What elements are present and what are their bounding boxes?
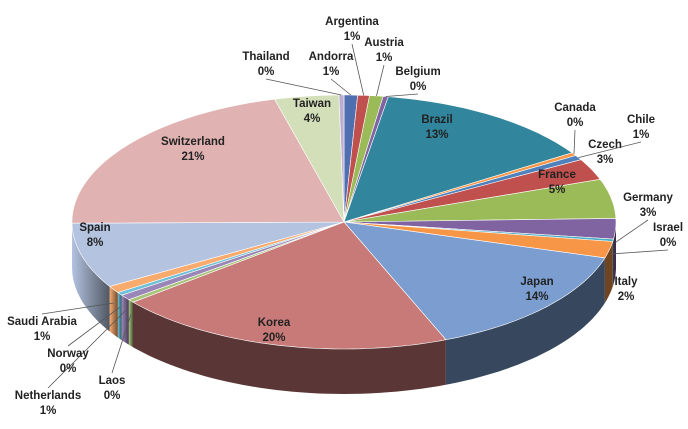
- leader-line: [385, 93, 419, 97]
- slice-label: Chile: [627, 114, 655, 126]
- value-label: 4%: [304, 113, 321, 125]
- slice-label: Canada: [554, 102, 596, 114]
- value-label: 0%: [660, 237, 677, 249]
- slice: [343, 218, 617, 240]
- value-label: 0%: [60, 363, 77, 375]
- value-label: 0%: [258, 66, 275, 78]
- value-label: 2%: [618, 291, 635, 303]
- slice-label: Czech: [588, 139, 622, 151]
- slice: [132, 221, 447, 350]
- slice-label: Saudi Arabia: [7, 316, 77, 328]
- value-label: 0%: [567, 117, 584, 129]
- value-label: 1%: [344, 31, 361, 43]
- slice: [343, 159, 601, 223]
- slice-label: Italy: [614, 276, 638, 288]
- leader-line: [351, 43, 365, 96]
- slice-side: [72, 223, 110, 332]
- value-label: 1%: [323, 66, 340, 78]
- leader-line: [330, 78, 352, 96]
- slice: [343, 221, 606, 341]
- slice-label: Netherlands: [15, 390, 81, 402]
- value-label: 1%: [633, 129, 650, 141]
- slice: [71, 98, 345, 224]
- slice-label: Argentina: [325, 16, 379, 28]
- slice-label: France: [538, 169, 576, 181]
- slice-label: Taiwan: [293, 98, 331, 110]
- slice-side: [612, 239, 614, 287]
- value-label: 5%: [549, 184, 566, 196]
- leader-line: [573, 129, 576, 155]
- leader-line: [47, 310, 126, 389]
- slice-label: Norway: [47, 348, 89, 360]
- slice-label: Japan: [520, 276, 553, 288]
- slice: [343, 96, 573, 223]
- slice-label: Switzerland: [161, 136, 225, 148]
- value-label: 1%: [34, 331, 51, 343]
- value-label: 3%: [640, 207, 657, 219]
- slice-label: Germany: [623, 192, 673, 204]
- value-label: 14%: [525, 291, 548, 303]
- slice: [343, 178, 617, 223]
- value-label: 0%: [410, 81, 427, 93]
- slice-side: [445, 257, 605, 385]
- leader-line: [615, 219, 649, 243]
- leader-line: [376, 64, 385, 96]
- slice-label: Korea: [258, 317, 291, 329]
- slice-label: Andorra: [309, 51, 354, 63]
- slice-label: Brazil: [421, 114, 452, 126]
- leader-line: [578, 141, 642, 158]
- value-label: 8%: [87, 237, 104, 249]
- slice-side: [121, 295, 129, 345]
- value-label: 3%: [597, 154, 614, 166]
- value-label: 0%: [104, 390, 121, 402]
- slice-side: [604, 241, 613, 303]
- value-label: 1%: [40, 405, 57, 417]
- slice-label: Spain: [79, 222, 110, 234]
- slice-label: Laos: [99, 375, 126, 387]
- slice-label: Israel: [653, 222, 683, 234]
- value-label: 1%: [376, 52, 393, 64]
- leader-line: [111, 314, 132, 374]
- slice-label: Thailand: [242, 51, 289, 63]
- leader-line: [67, 306, 120, 347]
- slice-label: Belgium: [395, 66, 440, 78]
- value-label: 13%: [425, 129, 448, 141]
- leader-line: [265, 78, 342, 96]
- leader-line: [613, 249, 669, 255]
- leader-line: [41, 302, 114, 315]
- value-label: 21%: [181, 151, 204, 163]
- slice: [274, 94, 345, 223]
- slice: [71, 221, 345, 287]
- slice-label: Austria: [364, 37, 404, 49]
- slice-side: [128, 299, 133, 348]
- value-label: 20%: [262, 332, 285, 344]
- slice-side: [133, 302, 446, 394]
